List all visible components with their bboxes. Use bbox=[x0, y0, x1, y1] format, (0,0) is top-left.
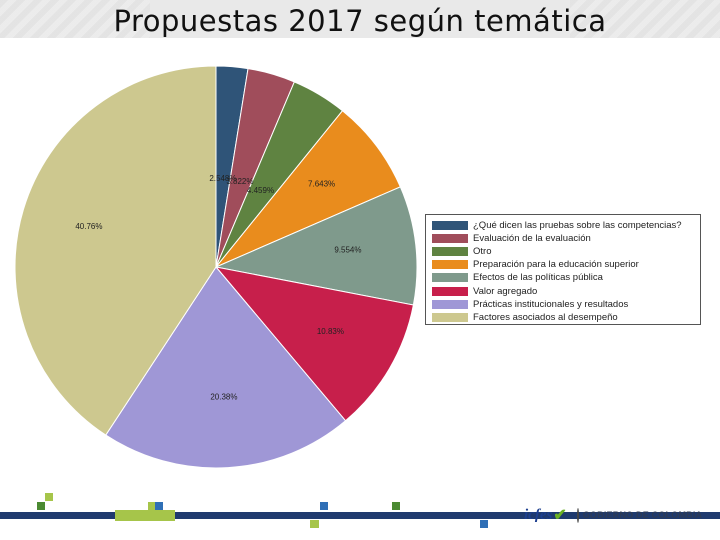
check-icon: ✔ bbox=[553, 507, 567, 524]
legend-item-1: Evaluación de la evaluación bbox=[432, 232, 694, 245]
background-doodle-left bbox=[0, 0, 150, 38]
legend-label-4: Efectos de las políticas pública bbox=[473, 272, 603, 284]
slice-label-5: 10.83% bbox=[317, 327, 344, 336]
legend-label-2: Otro bbox=[473, 246, 492, 258]
pie-chart: 2.548%3.822%4.459% 7.643% 9.554% 10.83% 20.3… bbox=[14, 65, 418, 469]
title-band: Propuestas 2017 según temática bbox=[0, 0, 720, 38]
slice-label-1: 3.822% bbox=[226, 177, 253, 186]
pie-slice-7 bbox=[14, 65, 217, 436]
legend-item-6: Prácticas institucionales y resultados bbox=[432, 298, 694, 311]
footer-band-green bbox=[115, 510, 175, 521]
slice-label-3: 7.643% bbox=[308, 180, 335, 189]
legend-label-7: Factores asociados al desempeño bbox=[473, 311, 618, 323]
legend-label-5: Valor agregado bbox=[473, 285, 538, 297]
footer-block-green-3 bbox=[148, 502, 155, 510]
footer bbox=[0, 490, 720, 540]
slice-label-6: 20.38% bbox=[210, 392, 237, 401]
footer-block-blue bbox=[155, 502, 163, 510]
footer-block-green-2 bbox=[37, 502, 45, 510]
footer-block-blue-2 bbox=[320, 502, 328, 510]
legend-label-1: Evaluación de la evaluación bbox=[473, 233, 591, 245]
legend-item-2: Otro bbox=[432, 245, 694, 258]
icfes-logo: icfes bbox=[524, 506, 553, 523]
pie-slice-4 bbox=[214, 186, 418, 306]
chart-legend: ¿Qué dicen las pruebas sobre las compete… bbox=[425, 214, 701, 325]
legend-swatch-6 bbox=[432, 299, 468, 309]
legend-swatch-0 bbox=[432, 221, 468, 231]
colombia-seal-icon bbox=[576, 507, 579, 523]
logo-area: icfes ✔ GOBIERNO DE COLOMBIA bbox=[524, 500, 702, 530]
pie-slice-6 bbox=[105, 266, 347, 469]
legend-item-7: Factores asociados al desempeño bbox=[432, 311, 694, 324]
footer-block-green bbox=[45, 493, 53, 501]
legend-swatch-2 bbox=[432, 247, 468, 257]
legend-label-0: ¿Qué dicen las pruebas sobre las compete… bbox=[473, 220, 682, 232]
footer-band-navy bbox=[0, 512, 720, 519]
legend-swatch-7 bbox=[432, 312, 468, 322]
slice-label-0: 2.548% bbox=[209, 174, 236, 183]
legend-swatch-4 bbox=[432, 273, 468, 283]
legend-item-4: Efectos de las políticas pública bbox=[432, 271, 694, 284]
legend-item-3: Preparación para la educación superior bbox=[432, 258, 694, 271]
legend-label-6: Prácticas institucionales y resultados bbox=[473, 298, 629, 310]
legend-item-0: ¿Qué dicen las pruebas sobre las compete… bbox=[432, 219, 694, 232]
slice-label-4: 9.554% bbox=[334, 245, 361, 254]
footer-block-blue-3 bbox=[480, 520, 488, 528]
slice-label-2: 4.459% bbox=[247, 186, 274, 195]
pie-slice-5 bbox=[214, 266, 414, 422]
legend-swatch-1 bbox=[432, 234, 468, 244]
government-label: GOBIERNO DE COLOMBIA bbox=[582, 510, 703, 520]
legend-label-3: Preparación para la educación superior bbox=[473, 259, 639, 271]
page-title: Propuestas 2017 según temática bbox=[113, 4, 607, 38]
footer-block-green-4 bbox=[392, 502, 400, 510]
slice-label-7: 40.76% bbox=[75, 222, 102, 231]
legend-item-5: Valor agregado bbox=[432, 284, 694, 297]
background-doodle-right bbox=[570, 0, 720, 38]
legend-swatch-3 bbox=[432, 260, 468, 270]
pie-slice-3 bbox=[215, 110, 401, 268]
footer-block-lime bbox=[310, 520, 319, 528]
legend-swatch-5 bbox=[432, 286, 468, 296]
